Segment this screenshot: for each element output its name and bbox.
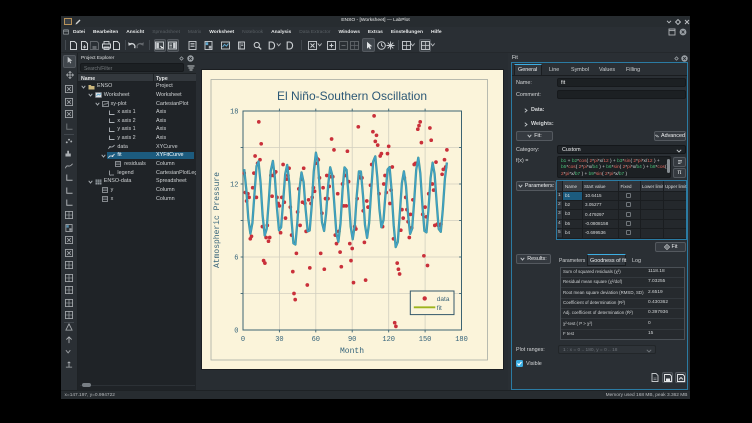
svg-text:12: 12 xyxy=(230,182,238,190)
svg-text:18: 18 xyxy=(230,109,238,117)
svg-text:Atmospheric Pressure: Atmospheric Pressure xyxy=(213,172,222,268)
svg-text:0: 0 xyxy=(234,328,238,336)
svg-text:El Niño-Southern Oscillation: El Niño-Southern Oscillation xyxy=(277,89,427,103)
svg-text:6: 6 xyxy=(234,255,238,263)
svg-text:90: 90 xyxy=(348,336,356,344)
svg-text:30: 30 xyxy=(275,336,283,344)
svg-text:Month: Month xyxy=(340,347,364,356)
svg-text:fit: fit xyxy=(437,305,442,312)
svg-text:60: 60 xyxy=(312,336,320,344)
svg-text:120: 120 xyxy=(382,336,395,344)
svg-text:180: 180 xyxy=(455,336,468,344)
svg-text:0: 0 xyxy=(241,336,245,344)
svg-text:150: 150 xyxy=(419,336,432,344)
svg-text:data: data xyxy=(437,296,450,303)
